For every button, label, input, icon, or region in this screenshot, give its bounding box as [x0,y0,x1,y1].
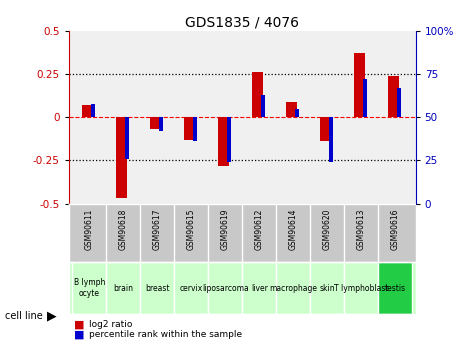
Title: GDS1835 / 4076: GDS1835 / 4076 [185,16,299,30]
Text: breast: breast [145,284,170,293]
Bar [286,102,297,117]
Bar [320,117,331,141]
Text: liver: liver [251,284,268,293]
Text: cell line: cell line [5,311,42,321]
Bar [276,262,310,314]
Text: testis: testis [385,284,406,293]
Bar [362,79,367,117]
Text: percentile rank within the sample: percentile rank within the sample [89,330,242,339]
Bar [294,109,299,117]
Text: GSM90614: GSM90614 [289,208,298,250]
Bar [82,105,93,117]
Bar [242,262,276,314]
Text: GSM90620: GSM90620 [323,208,332,250]
Text: skin: skin [319,284,335,293]
Text: ▶: ▶ [47,309,56,322]
Text: log2 ratio: log2 ratio [89,321,132,329]
Text: GSM90615: GSM90615 [187,208,196,250]
Text: cervix: cervix [180,284,203,293]
Bar [227,117,231,162]
Bar [310,262,344,314]
Text: GSM90618: GSM90618 [119,208,128,250]
Bar [218,117,229,166]
Bar [150,117,161,129]
Bar [106,262,140,314]
Bar [140,262,174,314]
Bar [124,117,129,159]
Text: GSM90611: GSM90611 [85,208,94,250]
Text: GSM90613: GSM90613 [357,208,366,250]
Text: B lymph
ocyte: B lymph ocyte [74,278,105,298]
Text: GSM90619: GSM90619 [221,208,230,250]
Bar [252,72,263,117]
Bar [344,262,378,314]
Text: liposarcoma: liposarcoma [202,284,248,293]
Bar [174,262,208,314]
Text: macrophage: macrophage [269,284,317,293]
Bar [116,117,127,198]
Bar [329,117,332,162]
Bar [91,104,95,117]
Bar [208,262,242,314]
Bar [378,262,412,314]
Bar [354,53,365,117]
Bar [159,117,163,131]
Bar [397,88,401,117]
Bar [193,117,197,141]
Bar [388,76,399,117]
Text: ■: ■ [74,330,84,339]
Bar [261,95,265,117]
Bar [184,117,195,140]
Text: T lymphoblast: T lymphoblast [334,284,389,293]
Text: brain: brain [113,284,133,293]
Text: GSM90617: GSM90617 [153,208,162,250]
Text: GSM90616: GSM90616 [391,208,400,250]
Bar [72,262,106,314]
Text: ■: ■ [74,320,84,330]
Text: GSM90612: GSM90612 [255,208,264,250]
